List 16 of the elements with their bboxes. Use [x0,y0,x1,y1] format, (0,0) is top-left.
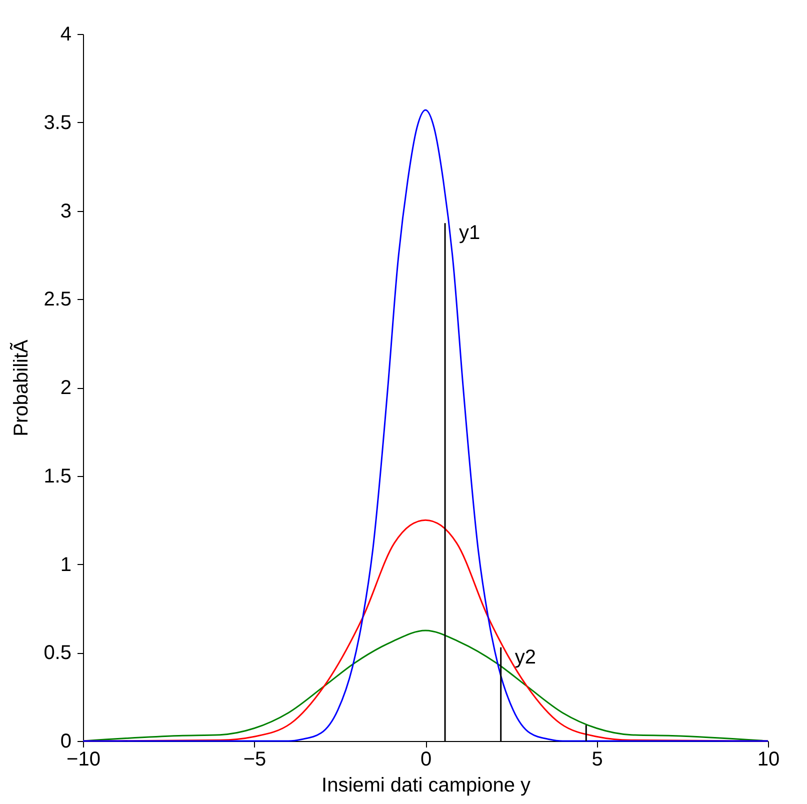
y-tick-label: 2.5 [44,288,72,311]
x-tick-label: 10 [757,748,780,770]
y-tick-label: 2 [60,377,72,399]
x-axis-title: Insiemi dati campione y [322,774,530,796]
y-tick-label: 0.5 [44,642,72,664]
y-tick-label: 3 [60,200,72,222]
y-tick-label: 3.5 [44,112,72,134]
y-axis-title: ProbabilitÃ [10,338,33,436]
x-tick-label: 0 [420,748,432,770]
x-tick-label: 5 [592,748,603,770]
annotation: y1 [459,222,480,244]
annotation: y2 [514,646,536,668]
x-tick-label: −5 [243,748,266,770]
y-tick-label: 4 [60,24,72,46]
y-tick-label: 1 [60,554,72,576]
y-tick-label: 1.5 [44,465,72,488]
